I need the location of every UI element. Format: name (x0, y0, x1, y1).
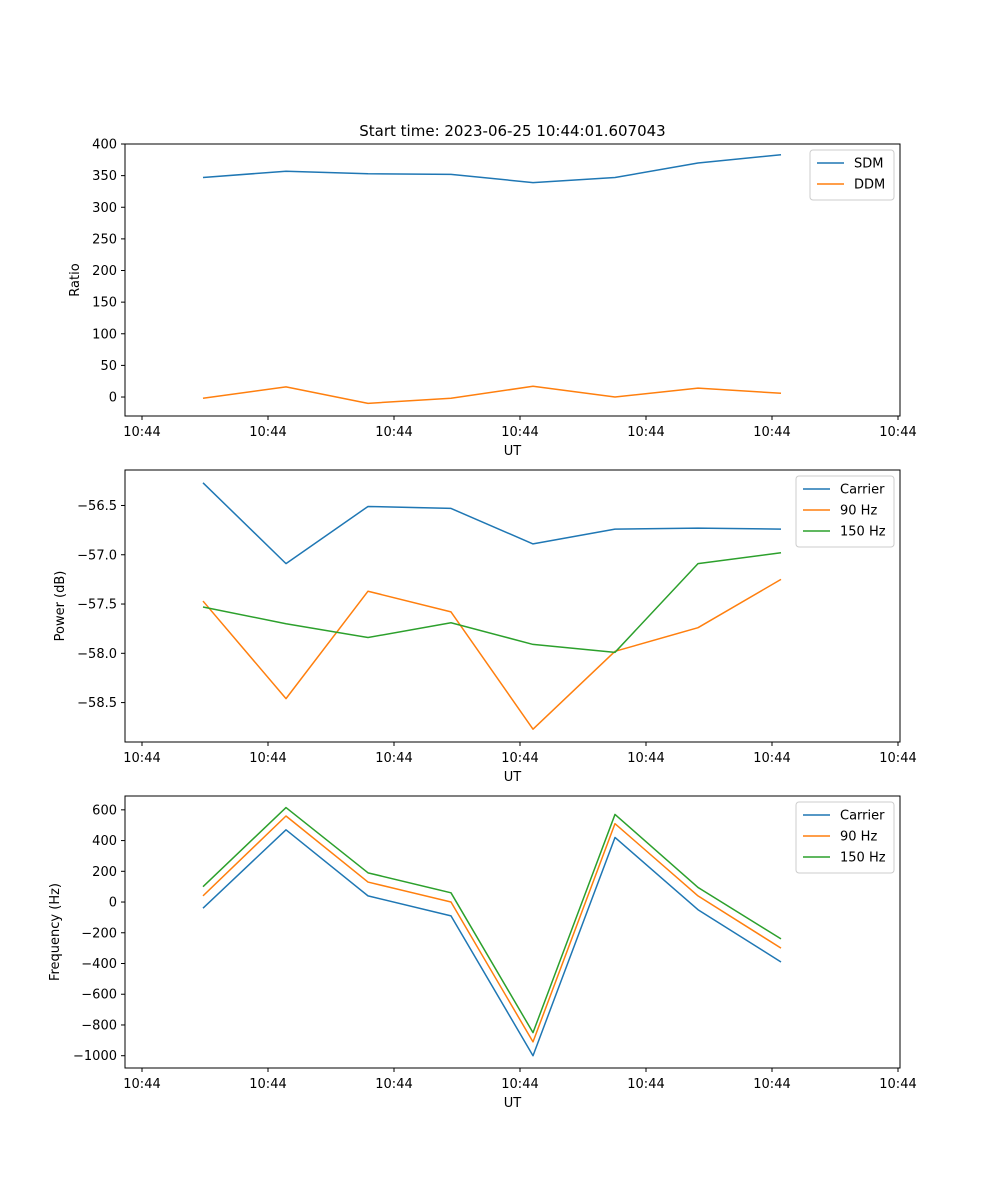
x-tick-label: 10:44 (753, 751, 790, 766)
x-tick-label: 10:44 (123, 1077, 160, 1092)
x-tick-label: 10:44 (123, 751, 160, 766)
x-tick-label: 10:44 (375, 751, 412, 766)
y-tick-label: −400 (81, 957, 117, 972)
axes-frame (124, 795, 901, 1069)
x-axis-label: UT (504, 770, 522, 785)
axes-frame (124, 469, 901, 743)
y-tick-label: 400 (92, 834, 117, 849)
y-tick-label: 50 (100, 359, 117, 374)
y-axis-label: Frequency (Hz) (48, 883, 63, 981)
y-tick-label: 400 (92, 138, 117, 153)
figure-title: Start time: 2023-06-25 10:44:01.607043 (359, 122, 665, 140)
legend-label: 150 Hz (840, 851, 886, 866)
y-tick-label: −58.0 (77, 647, 117, 662)
x-tick-label: 10:44 (123, 425, 160, 440)
legend-label: DDM (854, 178, 885, 193)
legend-label: 90 Hz (840, 504, 877, 519)
series-line-carrier (202, 482, 782, 565)
legend (795, 801, 895, 874)
x-axis-label: UT (504, 1096, 522, 1111)
x-tick-label: 10:44 (501, 425, 538, 440)
x-tick-label: 10:44 (249, 425, 286, 440)
x-tick-label: 10:44 (879, 1077, 916, 1092)
y-tick-label: −200 (81, 926, 117, 941)
x-tick-label: 10:44 (753, 425, 790, 440)
x-tick-label: 10:44 (249, 751, 286, 766)
x-tick-label: 10:44 (375, 425, 412, 440)
y-tick-label: 250 (92, 232, 117, 247)
y-tick-label: 150 (92, 296, 117, 311)
legend (795, 475, 895, 548)
legend-label: Carrier (840, 483, 885, 498)
y-tick-label: −56.5 (77, 499, 117, 514)
y-axis-label: Ratio (68, 263, 83, 296)
legend-label: Carrier (840, 809, 885, 824)
y-tick-label: 200 (92, 865, 117, 880)
y-tick-label: 0 (109, 391, 117, 406)
x-tick-label: 10:44 (627, 751, 664, 766)
y-tick-label: 100 (92, 327, 117, 342)
x-tick-label: 10:44 (627, 425, 664, 440)
legend-label: SDM (854, 157, 883, 172)
x-tick-label: 10:44 (501, 751, 538, 766)
series-line-150-hz (202, 806, 782, 1034)
x-tick-label: 10:44 (501, 1077, 538, 1092)
series-line-carrier (202, 829, 782, 1057)
x-tick-label: 10:44 (249, 1077, 286, 1092)
x-axis-label: UT (504, 444, 522, 459)
x-tick-label: 10:44 (879, 751, 916, 766)
y-tick-label: 200 (92, 264, 117, 279)
y-tick-label: 600 (92, 803, 117, 818)
y-tick-label: −800 (81, 1018, 117, 1033)
y-tick-label: 350 (92, 169, 117, 184)
chart-panel-3: 10:44 10:44 10:44 10:44 10:44 10:44 10:44 −1000… (48, 795, 917, 1111)
chart-panel-2: 10:44 10:44 10:44 10:44 10:44 10:44 10:44 −58.5… (53, 469, 917, 785)
chart-panel-1: 10:44 10:44 10:44 10:44 10:44 10:44 10:44 0 50 10… (68, 138, 917, 460)
legend-label: 150 Hz (840, 525, 886, 540)
x-tick-label: 10:44 (753, 1077, 790, 1092)
y-tick-label: 300 (92, 201, 117, 216)
y-tick-label: 0 (109, 896, 117, 911)
y-tick-label: −1000 (73, 1049, 117, 1064)
series-line-90-hz (202, 578, 782, 730)
series-line-sdm (202, 154, 782, 184)
y-tick-label: −57.5 (77, 598, 117, 613)
y-tick-label: −57.0 (77, 548, 117, 563)
x-tick-label: 10:44 (627, 1077, 664, 1092)
series-line-90-hz (202, 815, 782, 1043)
x-tick-label: 10:44 (879, 425, 916, 440)
y-axis-label: Power (dB) (53, 571, 68, 642)
legend-label: 90 Hz (840, 830, 877, 845)
y-tick-label: −58.5 (77, 696, 117, 711)
axes-frame (124, 143, 901, 417)
x-tick-label: 10:44 (375, 1077, 412, 1092)
y-tick-label: −600 (81, 988, 117, 1003)
series-line-ddm (202, 385, 782, 405)
series-line-150-hz (202, 552, 782, 654)
